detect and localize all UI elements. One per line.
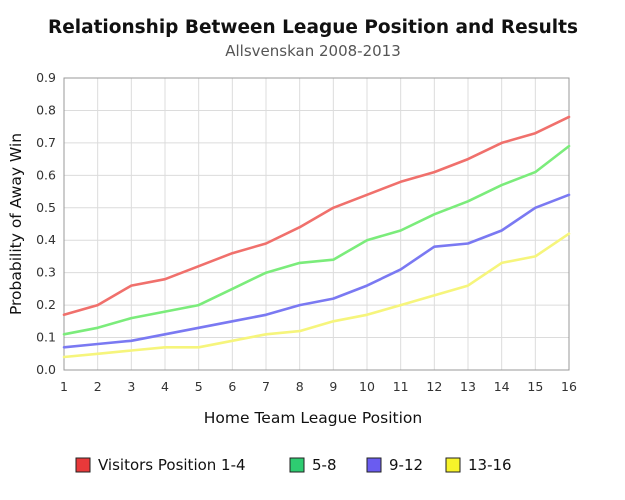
y-axis-label: Probability of Away Win (7, 133, 25, 315)
legend-swatch (445, 457, 461, 473)
x-axis-ticks: 1 2 3 4 5 6 7 8 9 10 11 12 13 14 15 16 (60, 379, 577, 394)
y-tick-label: 0.5 (36, 200, 56, 215)
y-tick-label: 0.2 (36, 297, 56, 312)
y-axis-ticks: 0.0 0.1 0.2 0.3 0.4 0.5 0.6 0.7 0.8 0.9 (36, 70, 56, 377)
y-tick-label: 0.0 (36, 362, 56, 377)
x-tick-label: 5 (195, 379, 203, 394)
chart-title: Relationship Between League Position and… (48, 17, 578, 38)
legend: Visitors Position 1-4 5-8 9-12 13-16 (75, 456, 512, 474)
chart-subtitle: Allsvenskan 2008-2013 (225, 42, 401, 60)
legend-swatch (75, 457, 91, 473)
x-tick-label: 1 (60, 379, 68, 394)
series-lines (62, 115, 571, 359)
series-line-1 (62, 144, 571, 336)
x-tick-label: 15 (527, 379, 543, 394)
legend-label: 13-16 (468, 456, 512, 474)
y-tick-label: 0.1 (36, 330, 56, 345)
y-tick-label: 0.9 (36, 70, 56, 85)
plot-area-border (63, 77, 570, 371)
x-tick-label: 3 (127, 379, 135, 394)
gridlines (63, 77, 570, 371)
x-tick-label: 9 (329, 379, 337, 394)
y-tick-label: 0.8 (36, 102, 56, 117)
x-tick-label: 7 (262, 379, 270, 394)
x-tick-label: 13 (460, 379, 476, 394)
series-line-2 (62, 193, 571, 349)
legend-swatch (366, 457, 382, 473)
legend-label: 9-12 (389, 456, 423, 474)
legend-label: 5-8 (312, 456, 337, 474)
x-axis-label: Home Team League Position (204, 409, 422, 427)
x-tick-label: 6 (228, 379, 236, 394)
x-tick-label: 10 (359, 379, 375, 394)
y-tick-label: 0.4 (36, 232, 56, 247)
x-tick-label: 11 (393, 379, 409, 394)
series-line-0 (62, 115, 571, 317)
x-tick-label: 16 (561, 379, 577, 394)
y-tick-label: 0.3 (36, 265, 56, 280)
y-tick-label: 0.6 (36, 167, 56, 182)
x-tick-label: 12 (426, 379, 442, 394)
x-tick-label: 4 (161, 379, 169, 394)
x-tick-label: 14 (494, 379, 510, 394)
legend-label: Visitors Position 1-4 (98, 456, 246, 474)
x-tick-label: 8 (296, 379, 304, 394)
y-tick-label: 0.7 (36, 135, 56, 150)
x-tick-label: 2 (94, 379, 102, 394)
series-line-3 (62, 232, 571, 359)
legend-swatch (289, 457, 305, 473)
